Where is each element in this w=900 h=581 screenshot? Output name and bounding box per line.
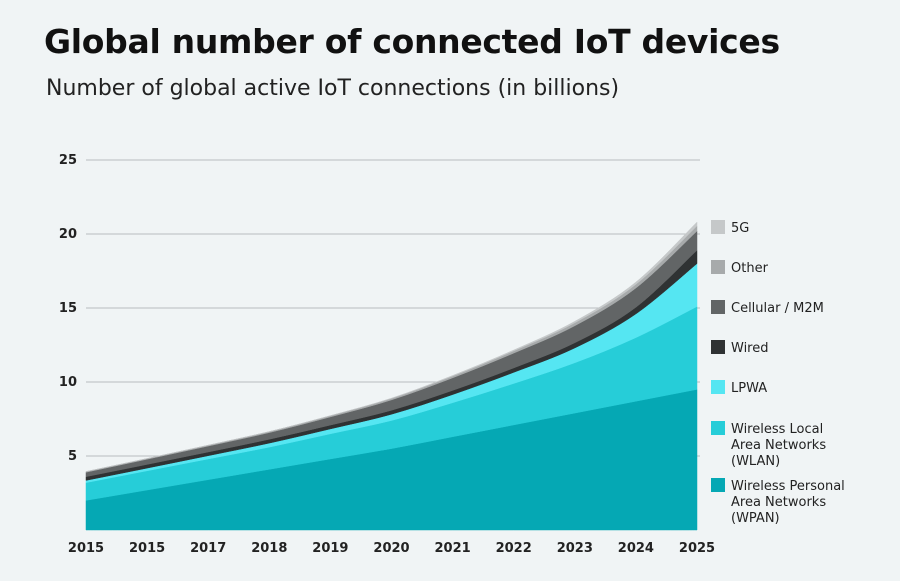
x-tick-label: 2018 bbox=[251, 541, 287, 556]
legend-label: Wireless Personal bbox=[731, 479, 845, 494]
legend-label: Cellular / M2M bbox=[731, 301, 824, 316]
legend-label: (WLAN) bbox=[731, 454, 780, 469]
x-tick-label: 2015 bbox=[129, 541, 165, 556]
x-tick-label: 2021 bbox=[435, 541, 471, 556]
x-tick-label: 2017 bbox=[190, 541, 226, 556]
y-tick-label: 5 bbox=[68, 449, 77, 464]
y-tick-label: 10 bbox=[59, 375, 77, 390]
y-tick-label: 25 bbox=[59, 153, 77, 168]
x-tick-label: 2023 bbox=[557, 541, 593, 556]
legend-swatch bbox=[711, 380, 725, 394]
chart-subtitle: Number of global active IoT connections … bbox=[46, 76, 620, 101]
area-series bbox=[85, 221, 698, 472]
x-tick-label: 2025 bbox=[679, 541, 715, 556]
legend-label: Area Networks bbox=[731, 495, 826, 510]
legend-swatch bbox=[711, 300, 725, 314]
legend-label: 5G bbox=[731, 221, 749, 236]
legend-label: Other bbox=[731, 261, 769, 276]
legend-swatch bbox=[711, 421, 725, 435]
x-tick-label: 2019 bbox=[312, 541, 348, 556]
legend-swatch bbox=[711, 478, 725, 492]
x-tick-label: 2022 bbox=[496, 541, 532, 556]
legend-label: (WPAN) bbox=[731, 511, 780, 526]
x-tick-label: 2020 bbox=[373, 541, 409, 556]
legend-label: Wired bbox=[731, 341, 769, 356]
chart-title: Global number of connected IoT devices bbox=[44, 22, 780, 61]
legend-label: Area Networks bbox=[731, 438, 826, 453]
legend-label: LPWA bbox=[731, 381, 767, 396]
y-tick-label: 20 bbox=[59, 227, 77, 242]
x-tick-label: 2024 bbox=[618, 541, 654, 556]
legend-label: Wireless Local bbox=[731, 422, 823, 437]
legend-swatch bbox=[711, 340, 725, 354]
x-tick-label: 2015 bbox=[68, 541, 104, 556]
legend-swatch bbox=[711, 220, 725, 234]
legend-swatch bbox=[711, 260, 725, 274]
areas bbox=[85, 221, 698, 531]
y-tick-label: 15 bbox=[59, 301, 77, 316]
